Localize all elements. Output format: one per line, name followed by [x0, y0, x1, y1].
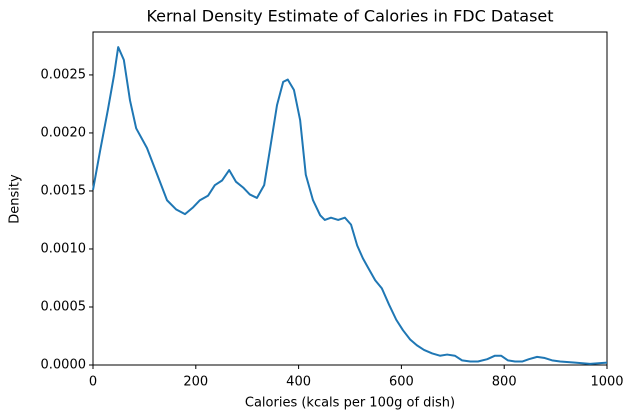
y-tick-label: 0.0015	[41, 183, 87, 198]
chart-title: Kernal Density Estimate of Calories in F…	[146, 7, 553, 26]
x-tick-label: 1000	[590, 375, 623, 390]
x-tick-label: 200	[183, 375, 208, 390]
y-tick-label: 0.0005	[41, 299, 87, 314]
y-tick-label: 0.0010	[41, 241, 87, 256]
plot-frame	[92, 31, 608, 366]
y-axis-label: Density	[8, 174, 23, 224]
x-tick-label: 800	[492, 375, 517, 390]
x-tick-label: 400	[286, 375, 311, 390]
x-tick-label: 600	[389, 375, 414, 390]
y-tick-label: 0.0025	[41, 67, 87, 82]
y-tick-label: 0.0020	[41, 125, 87, 140]
x-axis-label: Calories (kcals per 100g of dish)	[245, 396, 455, 411]
density-line	[92, 46, 608, 365]
x-tick-label: 0	[89, 375, 97, 390]
y-tick-label: 0.0000	[41, 358, 87, 373]
